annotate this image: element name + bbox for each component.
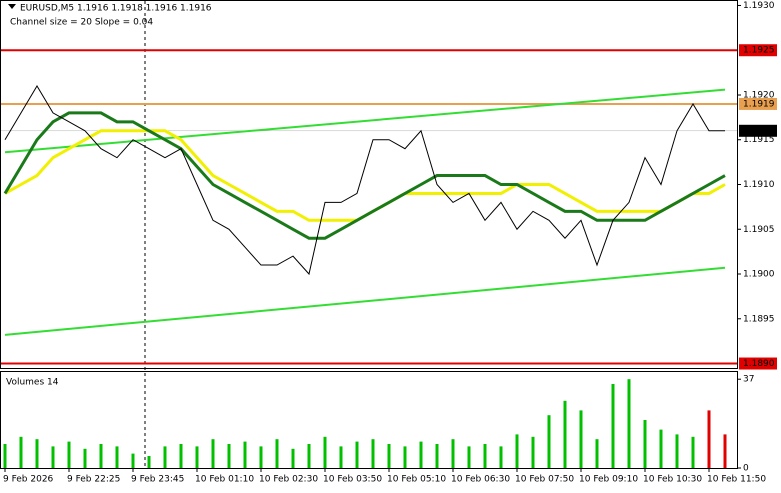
volume-bar [339,446,343,468]
x-tick-label: 9 Feb 2026 [3,475,54,485]
volume-bar [723,434,727,468]
volume-title: Volumes 14 [6,378,59,388]
volume-bar [675,434,679,468]
icon [8,4,16,9]
volume-bar [707,410,711,468]
volume-bar [19,436,23,468]
x-tick-label: 10 Feb 09:10 [579,475,638,485]
level-box [739,97,777,110]
volume-bar [403,446,407,468]
trend-line [4,266,726,336]
volume-bar [691,436,695,468]
volume-bar [163,446,167,468]
chart-title: EURUSD,M5 1.1916 1.1918 1.1916 1.1916 [20,4,212,14]
level-label: 1.1890 [743,359,775,369]
y-tick-label: 1.1905 [743,225,775,235]
volume-bar [467,446,471,468]
volume-bar [451,439,455,468]
volume-bar [35,439,39,468]
volume-bar [627,379,631,468]
volume-bar [307,444,311,468]
y-tick-label: 1.1910 [743,180,775,190]
volume-bar [563,400,567,468]
subtitle: Channel size = 20 Slope = 0.04 [10,18,153,28]
volume-bar [275,439,279,468]
volume-bar [355,441,359,468]
volume-bar [659,429,663,468]
level-box [739,357,777,370]
volume-bar [435,444,439,468]
volume-bar [643,420,647,468]
moving-average [3,111,726,240]
volume-bar [419,441,423,468]
x-tick-label: 9 Feb 23:45 [131,475,184,485]
volume-bar [611,384,615,468]
y-tick-label: 37 [743,375,754,385]
y-tick-label: 1.1900 [743,270,775,280]
x-tick-label: 10 Feb 10:30 [643,475,702,485]
volume-bar [179,444,183,468]
volume-bar [499,446,503,468]
volume-bar [243,441,247,468]
volume-bar [51,446,55,468]
volume-bar [131,453,135,468]
volume-bar [83,448,87,468]
volume-bar [115,446,119,468]
volume-bar [227,444,231,468]
volume-bar [67,441,71,468]
price-line [4,85,725,276]
x-tick-label: 10 Feb 01:10 [195,475,254,485]
x-tick-label: 10 Feb 03:50 [323,475,382,485]
x-tick-label: 10 Feb 07:50 [515,475,574,485]
volume-bar [595,439,599,468]
volume-bar [259,446,263,468]
y-tick-label: 0 [743,464,749,474]
x-tick-label: 10 Feb 11:50 [707,475,766,485]
y-tick-label: 1.1895 [743,314,775,324]
x-tick-label: 10 Feb 06:30 [451,475,510,485]
y-tick-label: 1.1920 [743,90,775,100]
x-tick-label: 10 Feb 02:30 [259,475,318,485]
volume-bar [3,444,7,468]
y-tick-label: 1.1915 [743,135,775,145]
x-tick-label: 10 Feb 05:10 [387,475,446,485]
volume-bar [547,415,551,468]
volume-bar [515,434,519,468]
level-label: 1.1925 [743,46,775,56]
volume-bar [195,446,199,468]
level-label: 1.1916 [743,126,775,136]
volume-bar [387,444,391,468]
x-tick-label: 9 Feb 22:25 [67,475,120,485]
level-box [739,124,777,137]
level-label: 1.1919 [743,99,775,109]
volume-bar [371,439,375,468]
trend-line [4,88,726,154]
volume-panel [0,371,738,469]
volume-bar [323,436,327,468]
level-box [739,44,777,57]
y-tick-label: 1.1930 [743,1,775,11]
volume-bar [99,444,103,468]
volume-bar [147,456,151,468]
volume-bar [531,436,535,468]
volume-bar [291,448,295,468]
volume-bar [579,410,583,468]
volume-bar [483,444,487,468]
volume-bar [211,439,215,468]
